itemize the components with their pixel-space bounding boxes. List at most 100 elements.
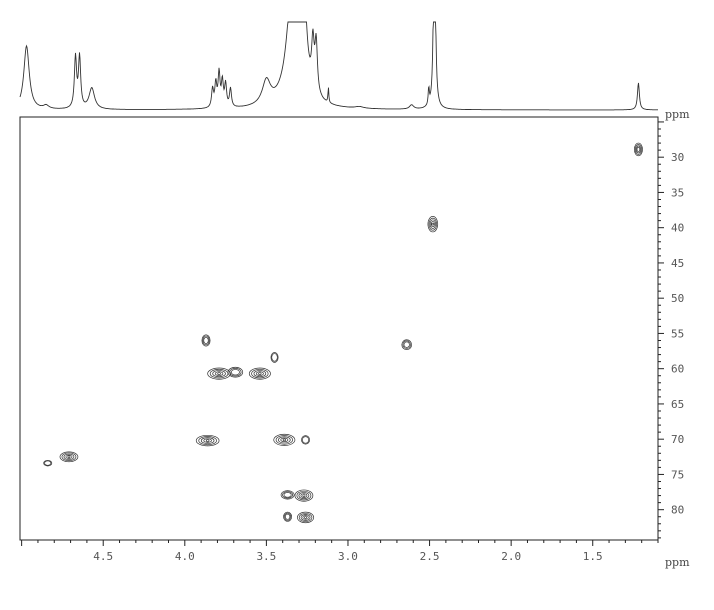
contour-level bbox=[427, 216, 439, 233]
x-tick-label: 3.5 bbox=[256, 550, 276, 563]
contour-level bbox=[230, 369, 240, 376]
contour-level bbox=[203, 438, 212, 443]
x-tick-label: 1.5 bbox=[583, 550, 603, 563]
contour-level bbox=[201, 334, 211, 347]
contour-level bbox=[217, 372, 221, 375]
contour-level bbox=[273, 433, 296, 446]
contour-level bbox=[300, 514, 311, 521]
contour-level bbox=[248, 367, 271, 380]
contour-level bbox=[207, 367, 231, 380]
contour-level bbox=[63, 453, 75, 460]
cross-peak bbox=[248, 367, 271, 380]
y-tick-label: 50 bbox=[671, 292, 684, 305]
contour-level bbox=[301, 435, 310, 445]
contour-level bbox=[255, 371, 264, 376]
contour-level bbox=[283, 492, 292, 498]
plot-frame bbox=[19, 116, 659, 541]
cross-peak bbox=[280, 490, 295, 500]
x-axis: 4.5 4.0 3.5 3.0 2.5 2.0 1.5 bbox=[21, 540, 659, 563]
contour-level bbox=[253, 370, 267, 378]
cross-peak bbox=[401, 339, 412, 350]
contour-level bbox=[429, 219, 436, 229]
contour-level bbox=[61, 452, 77, 462]
contour-level bbox=[401, 339, 412, 350]
contour-level bbox=[431, 222, 435, 226]
projection-unit-label: ppm bbox=[665, 108, 690, 121]
contour-level bbox=[304, 516, 307, 519]
cross-peak bbox=[195, 434, 220, 447]
x-tick-label: 3.0 bbox=[338, 550, 358, 563]
cross-peak bbox=[294, 489, 314, 502]
x-tick-label: 4.5 bbox=[93, 550, 113, 563]
cross-peak bbox=[270, 352, 279, 363]
contour-level bbox=[430, 221, 435, 228]
cross-peak bbox=[633, 142, 643, 157]
contour-level bbox=[402, 340, 411, 349]
contour-level bbox=[202, 335, 210, 346]
contour-level bbox=[302, 436, 310, 444]
y-tick-label: 45 bbox=[671, 257, 684, 270]
contour-level bbox=[214, 371, 224, 376]
y-tick-label: 65 bbox=[671, 398, 684, 411]
contour-level bbox=[200, 437, 215, 444]
contour-level bbox=[296, 490, 312, 501]
contour-level bbox=[65, 454, 73, 459]
cross-peak bbox=[43, 459, 53, 467]
x-tick-label: 2.0 bbox=[501, 550, 521, 563]
contour-level bbox=[278, 436, 291, 444]
contour-level bbox=[271, 353, 278, 362]
contour-level bbox=[298, 512, 313, 522]
contour-level bbox=[302, 494, 306, 497]
contour-level bbox=[282, 438, 286, 442]
cross-peak bbox=[59, 451, 79, 463]
contour-level bbox=[67, 455, 71, 459]
x-axis-label: ppm bbox=[665, 556, 690, 569]
contour-level bbox=[280, 437, 289, 443]
contour-level bbox=[300, 493, 308, 498]
cross-peak bbox=[301, 435, 310, 445]
y-tick-label: 55 bbox=[671, 327, 684, 340]
proton-spectrum-trace bbox=[19, 21, 658, 111]
contour-level bbox=[212, 370, 226, 378]
x-tick-label: 4.0 bbox=[175, 550, 195, 563]
contour-level bbox=[283, 511, 293, 522]
contour-level bbox=[251, 368, 269, 379]
y-tick-label: 60 bbox=[671, 363, 684, 376]
cross-peak bbox=[227, 366, 244, 378]
contour-level bbox=[428, 217, 437, 231]
contour-level bbox=[298, 492, 310, 500]
contour-level bbox=[203, 336, 209, 344]
contour-level bbox=[43, 459, 53, 467]
contour-level bbox=[302, 515, 309, 520]
cross-peak bbox=[427, 216, 439, 233]
y-tick-label: 75 bbox=[671, 468, 684, 481]
contour-level bbox=[258, 372, 262, 375]
contour-level bbox=[229, 368, 242, 377]
contour-level bbox=[635, 145, 642, 154]
contour-level bbox=[634, 144, 642, 155]
cross-peak bbox=[297, 511, 315, 524]
x-tick-label: 2.5 bbox=[420, 550, 440, 563]
y-axis: 30 35 40 45 50 55 60 65 70 75 80 bbox=[658, 121, 684, 539]
contour-level bbox=[275, 435, 293, 445]
cross-peak bbox=[207, 367, 231, 380]
contour-level bbox=[636, 146, 641, 152]
contour-level bbox=[280, 490, 295, 500]
contour-level bbox=[284, 512, 292, 521]
cross-peaks bbox=[43, 142, 643, 524]
y-tick-label: 30 bbox=[671, 151, 684, 164]
cross-peak bbox=[273, 433, 296, 446]
y-tick-label: 35 bbox=[671, 186, 684, 199]
proton-projection bbox=[19, 21, 658, 111]
contour-level bbox=[227, 366, 244, 378]
contour-level bbox=[270, 352, 279, 363]
y-tick-label: 70 bbox=[671, 433, 684, 446]
y-tick-label: 40 bbox=[671, 222, 684, 235]
cross-peak bbox=[283, 511, 293, 522]
contour-level bbox=[284, 513, 291, 520]
contour-level bbox=[403, 341, 410, 348]
contour-level bbox=[59, 451, 79, 463]
contour-level bbox=[205, 439, 210, 442]
contour-level bbox=[282, 491, 294, 499]
